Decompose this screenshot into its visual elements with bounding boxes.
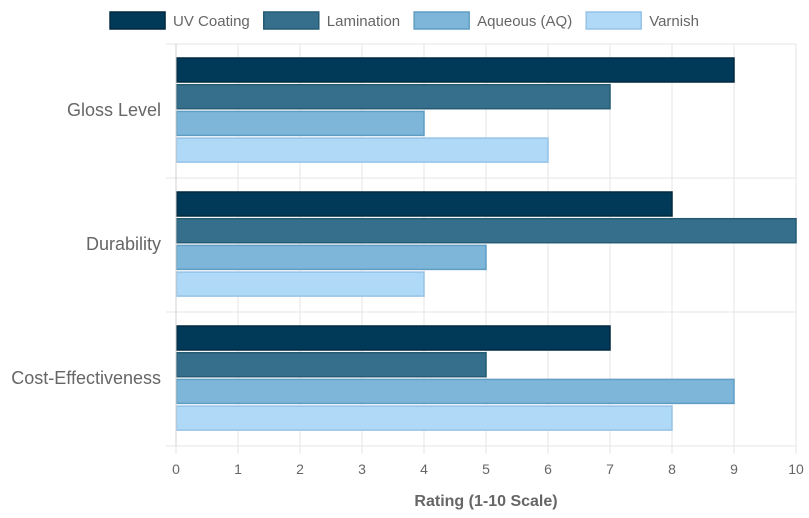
x-tick-label: 8 [668,461,676,477]
x-tick-label: 1 [234,461,242,477]
legend-item-lamination[interactable]: Lamination [263,11,400,30]
x-tick-label: 0 [172,461,180,477]
x-tick-label: 7 [606,461,614,477]
legend-item-varnish[interactable]: Varnish [585,11,699,30]
legend-label: Aqueous (AQ) [477,13,572,30]
bar-uv-coating-cost-effectiveness[interactable] [175,325,611,351]
bar-uv-coating-durability[interactable] [175,191,673,217]
bar-aqueous-aq-cost-effectiveness[interactable] [175,378,735,405]
y-category-label: Gloss Level [67,100,161,120]
bar-uv-coating-gloss-level[interactable] [175,57,735,83]
x-tick-label: 3 [358,461,366,477]
bars [175,57,797,431]
legend-label: UV Coating [173,13,250,30]
y-category-label: Cost-Effectiveness [11,368,161,388]
legend: UV Coating Lamination Aqueous (AQ) Varnish [109,11,699,30]
bar-varnish-gloss-level[interactable] [175,137,549,163]
x-tick-label: 5 [482,461,490,477]
x-axis-title: Rating (1-10 Scale) [414,493,557,510]
axes: 0 1 2 3 4 5 6 7 8 9 10 Gloss Level Durability Cost-Ef… [11,44,804,477]
legend-swatch [263,11,320,30]
x-tick-label: 2 [296,461,304,477]
x-tick-label: 6 [544,461,552,477]
legend-item-uv-coating[interactable]: UV Coating [109,11,250,30]
bar-aqueous-aq-gloss-level[interactable] [175,110,425,137]
bar-varnish-durability[interactable] [175,271,425,297]
x-tick-label: 10 [788,461,804,477]
legend-swatch [585,11,642,30]
x-tick-label: 9 [730,461,738,477]
legend-item-aqueous-aq[interactable]: Aqueous (AQ) [413,11,572,30]
legend-label: Varnish [649,13,699,30]
bar-lamination-durability[interactable] [175,217,797,244]
legend-swatch [413,11,470,30]
bar-varnish-cost-effectiveness[interactable] [175,405,673,431]
y-category-label: Durability [86,234,161,254]
bar-lamination-gloss-level[interactable] [175,83,611,110]
legend-swatch [109,11,166,30]
bar-lamination-cost-effectiveness[interactable] [175,351,487,378]
x-tick-label: 4 [420,461,428,477]
bar-aqueous-aq-durability[interactable] [175,244,487,271]
legend-label: Lamination [327,13,400,30]
